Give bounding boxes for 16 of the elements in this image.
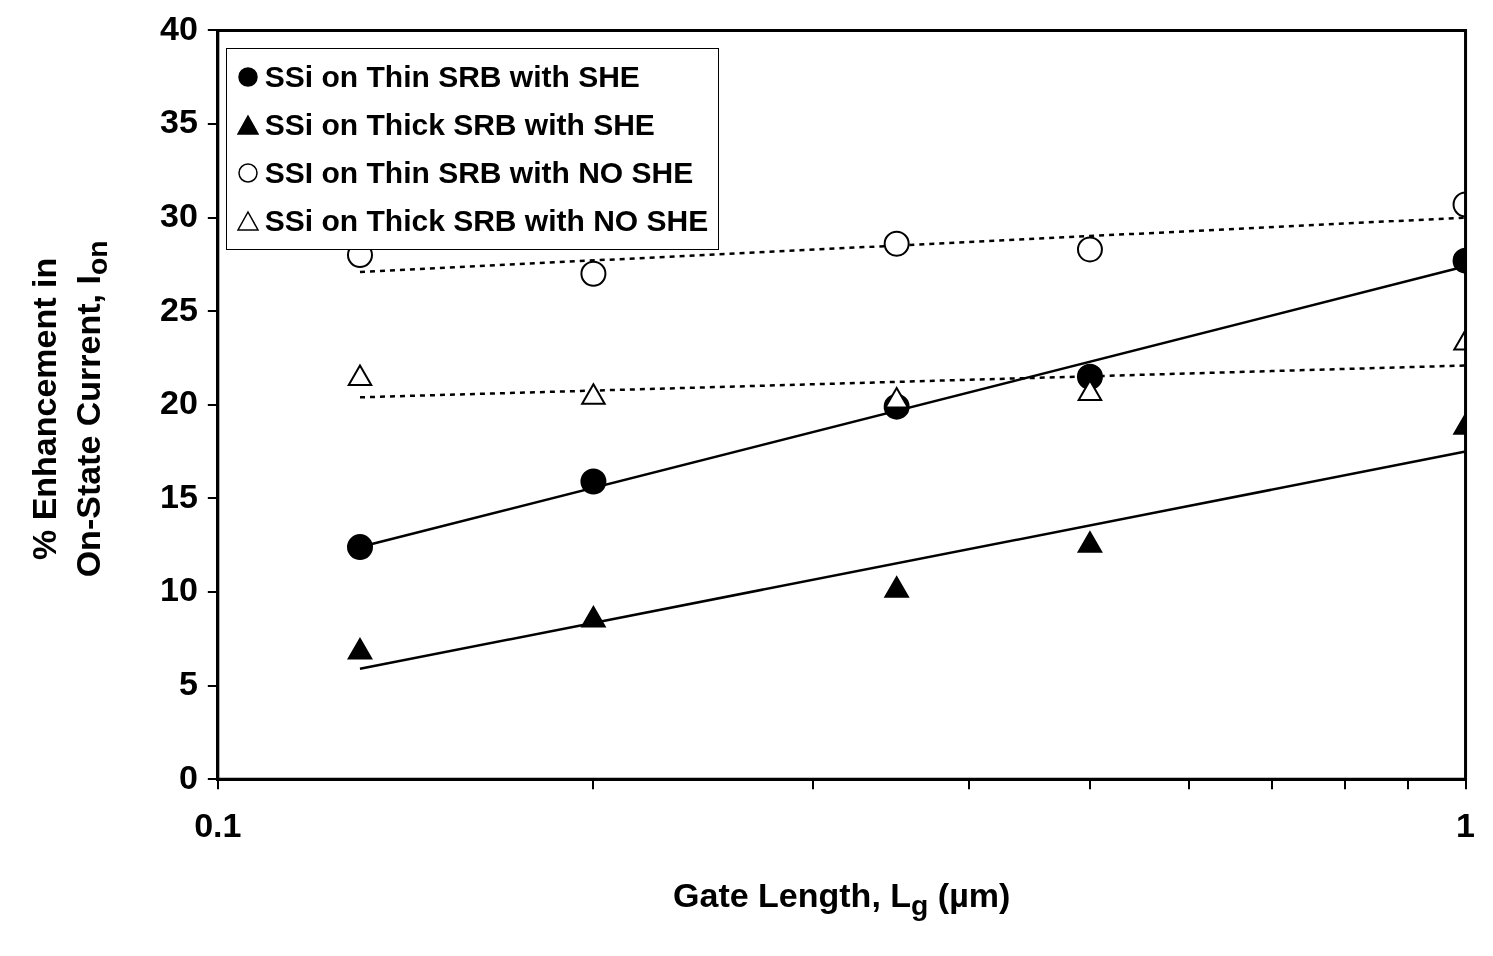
x-tick-label: 0.1 — [194, 805, 242, 844]
y-tick-label: 20 — [159, 383, 198, 422]
legend-label: SSI on Thin SRB with NO SHE — [264, 156, 694, 191]
y-tick-label: 0 — [178, 757, 198, 796]
y-tick-label: 40 — [159, 8, 198, 47]
y-tick-label: 5 — [178, 663, 198, 702]
y-tick-label: 25 — [159, 289, 198, 328]
y-tick-label: 15 — [159, 476, 198, 515]
y-tick-label: 10 — [159, 570, 198, 609]
legend-label: SSi on Thin SRB with SHE — [264, 60, 640, 95]
x-tick-label: 1 — [1456, 805, 1476, 844]
y-tick-label: 35 — [159, 102, 198, 141]
legend-label: SSi on Thick SRB with NO SHE — [264, 204, 709, 239]
x-axis-title: Gate Length, L$_{g}$ (µm) — [672, 876, 1012, 922]
y-tick-label: 30 — [159, 195, 198, 234]
legend-label: SSi on Thick SRB with SHE — [264, 108, 655, 143]
